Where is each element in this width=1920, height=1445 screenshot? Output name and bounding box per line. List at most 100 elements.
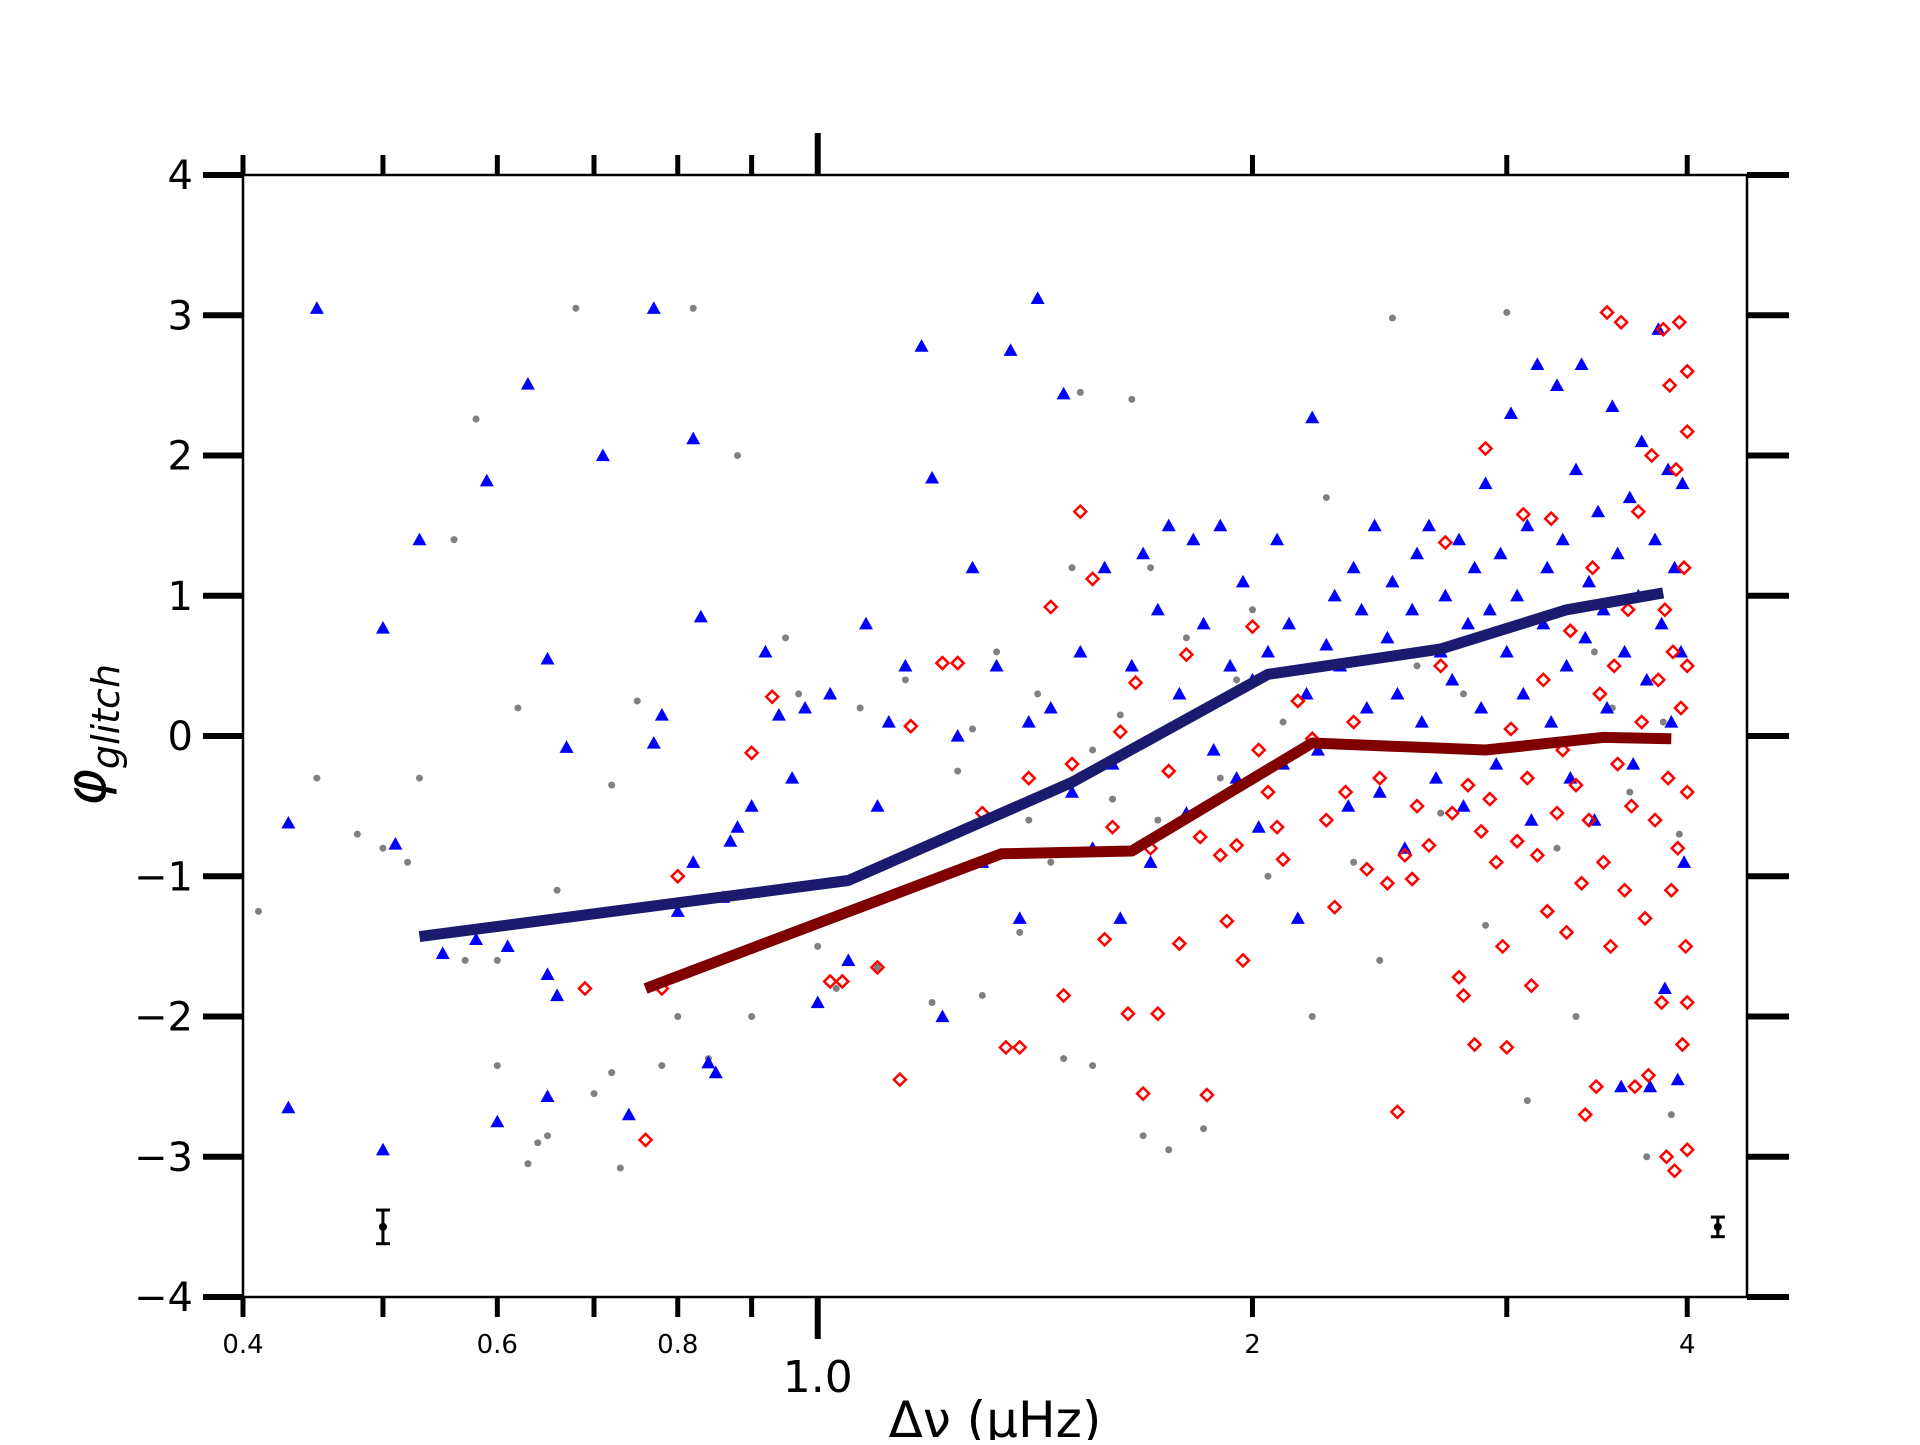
red-diamond-point [1409, 798, 1425, 814]
red-diamond-point [1269, 819, 1285, 835]
gray-dot-point [1482, 921, 1490, 929]
red-diamond-point [1178, 646, 1195, 663]
blue-triangle-point [1536, 616, 1551, 630]
blue-triangle-point [646, 301, 661, 314]
blue-triangle-point [823, 686, 838, 700]
blue-triangle-point [1610, 546, 1625, 560]
plot-frame [241, 173, 1749, 1299]
red-diamond-point [1679, 363, 1695, 380]
gray-dot-point [814, 942, 822, 950]
blue-triangle-point [1113, 911, 1128, 924]
blue-triangle-point [898, 658, 913, 672]
gray-dot-point [461, 956, 469, 964]
blue-triangle-point [881, 714, 896, 728]
xtick-label: 0.4 [222, 1330, 263, 1360]
blue-triangle-point [1372, 785, 1387, 798]
gray-dot-point [1139, 1132, 1147, 1140]
red-diamond-point [1666, 1163, 1683, 1179]
gray-dot-point [1350, 858, 1358, 866]
red-diamond-point [1112, 724, 1129, 740]
blue-triangle-point [1634, 434, 1649, 448]
red-diamond-point [1679, 784, 1695, 800]
blue-triangle-point [1452, 532, 1467, 546]
gray-dot-point [416, 774, 424, 782]
gray-dot-point [954, 767, 962, 775]
blue-triangle-point [1520, 518, 1535, 532]
blue-triangle-point [1643, 1079, 1658, 1093]
gray-dot-point [1523, 1097, 1531, 1105]
red-diamond-point [1679, 994, 1695, 1011]
red-diamond-point [1509, 833, 1525, 849]
red-diamond-point [1127, 674, 1144, 691]
blue-triangle-point [1385, 574, 1400, 588]
blue-triangle-point [1161, 518, 1176, 532]
red-diamond-point [1588, 1078, 1605, 1095]
data-points [254, 291, 1695, 1179]
red-diamond-point [1192, 829, 1208, 845]
red-diamond-point [1120, 1005, 1136, 1022]
blue-triangle-point [1124, 658, 1139, 672]
blue-triangle-point [1568, 462, 1583, 476]
red-diamond-point [1337, 784, 1354, 800]
red-diamond-point [1535, 672, 1552, 688]
red-diamond-point [1397, 847, 1413, 863]
gray-dot-point [1437, 809, 1445, 817]
red-diamond-point [1150, 1005, 1166, 1022]
gray-dot-point [1553, 844, 1561, 852]
red-diamond-point [1020, 770, 1037, 786]
red-diamond-point [743, 745, 760, 761]
x-axis-label: Δν (μHz) [889, 1391, 1102, 1440]
red-diamond-point [1359, 861, 1375, 878]
blue-triangle-point [1414, 714, 1429, 728]
red-diamond-point [1503, 721, 1519, 737]
blue-triangle-point [1474, 700, 1489, 714]
gray-dot-point [1308, 1013, 1316, 1020]
red-diamond-point [1554, 742, 1571, 758]
red-diamond-point [1244, 618, 1261, 635]
blue-triangle-point [1097, 560, 1112, 574]
blue-triangle-point [1143, 855, 1158, 868]
blue-triangle-point [1003, 343, 1018, 356]
gray-dot-point [1248, 606, 1256, 614]
red-diamond-point [1212, 847, 1229, 863]
blue-triangle-point [965, 560, 980, 574]
gray-dot-point [553, 886, 561, 894]
blue-triangle-point [1299, 686, 1314, 700]
blue-triangle-point [1367, 518, 1382, 532]
blue-triangle-point [810, 995, 825, 1009]
blue-triangle-point [1600, 700, 1615, 714]
blue-triangle-point [1359, 700, 1374, 714]
red-diamond-point [1673, 700, 1689, 716]
gray-dot-point [472, 415, 480, 423]
red-diamond-point [1529, 847, 1546, 863]
blue-triangle-point [1549, 378, 1564, 391]
blue-triangle-point [1056, 386, 1071, 400]
red-diamond-point [1523, 977, 1540, 994]
gray-dot-point [633, 697, 641, 705]
ytick-label: −3 [134, 1135, 193, 1181]
errorbar-point [1713, 1222, 1722, 1231]
red-diamond-point [1637, 910, 1653, 927]
red-diamond-point [1326, 899, 1343, 915]
red-diamond-point [1581, 812, 1597, 828]
blue-triangle-point [1380, 630, 1395, 644]
red-diamond-point [1577, 1106, 1594, 1123]
gray-dot-point [1376, 956, 1384, 964]
blue-triangle-point [708, 1065, 723, 1079]
gray-dot-point [873, 963, 881, 971]
blue-triangle-point [1390, 686, 1405, 700]
axis-ticks [203, 133, 1789, 1339]
red-diamond-point [1609, 756, 1626, 772]
blue-triangle-point [785, 771, 800, 784]
red-diamond-point [1096, 931, 1113, 948]
gray-dot-point [1659, 718, 1667, 726]
gray-dot-point [1216, 774, 1224, 782]
gray-dot-point [782, 634, 790, 642]
red-diamond-point [1135, 1085, 1151, 1102]
blue-triangle-point [1478, 476, 1493, 490]
red-diamond-point [1653, 994, 1670, 1011]
gray-dot-point [1626, 788, 1634, 796]
blue-triangle-point [435, 946, 450, 959]
